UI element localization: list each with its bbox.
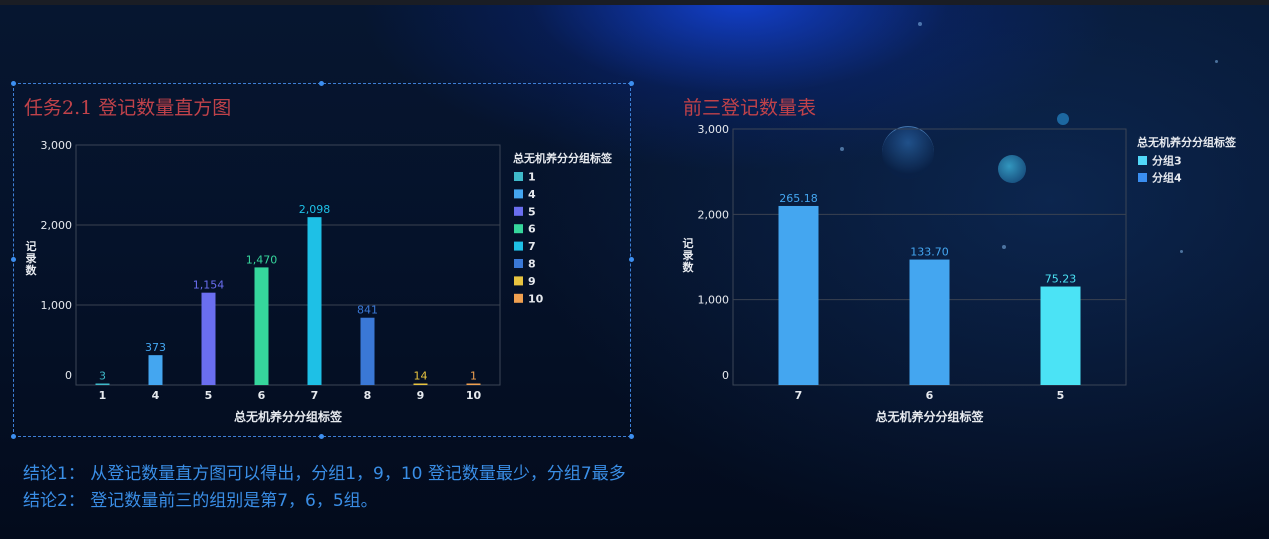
resize-handle[interactable] [629,257,634,262]
data-label-8: 841 [357,304,378,317]
legend-title: 总无机养分分组标签 [1137,135,1237,149]
data-label-7: 2,098 [299,203,331,216]
y-tick-label: 0 [65,369,72,382]
x-tick-label: 6 [258,389,266,402]
y-tick-label: 1,000 [698,294,730,307]
resize-handle[interactable] [629,434,634,439]
resize-handle[interactable] [319,434,324,439]
resize-handle[interactable] [11,434,16,439]
y-tick-label: 3,000 [698,125,730,136]
data-label-5: 75.23 [1045,273,1077,286]
conclusion-1: 结论1： 从登记数量直方图可以得出，分组1，9，10 登记数量最少，分组7最多 [23,464,626,484]
bar-5 [1040,286,1081,385]
y-axis-label-char: 记 [26,240,37,253]
left-chart-title: 任务2.1 登记数量直方图 [24,97,232,119]
resize-handle[interactable] [319,81,324,86]
resize-handle[interactable] [629,81,634,86]
legend-item-10: 10 [528,292,544,305]
bar-8 [360,317,375,385]
data-label-9: 14 [414,370,428,383]
data-label-6: 1,470 [246,253,278,266]
bar-7 [307,217,322,385]
data-label-5: 1,154 [193,279,225,292]
legend-swatch-分组4 [1138,173,1147,182]
planet-decoration [998,155,1026,183]
bar-5 [201,292,216,385]
y-axis-label-char: 数 [26,263,38,277]
star-decoration [1215,60,1218,63]
x-tick-label: 7 [795,389,803,402]
legend-item-8: 8 [528,258,536,271]
conclusion-2: 结论2： 登记数量前三的组别是第7，6，5组。 [23,491,378,511]
legend-item-1: 1 [528,171,536,184]
x-tick-label: 5 [205,389,213,402]
bar-4 [148,355,163,385]
x-axis-label: 总无机养分分组标签 [875,409,984,424]
star-decoration [840,147,844,151]
x-tick-label: 1 [99,389,107,402]
legend-item-5: 5 [528,205,536,218]
x-tick-label: 6 [926,389,934,402]
legend-item-7: 7 [528,240,536,253]
bar-10 [466,383,481,385]
star-decoration [1002,245,1006,249]
data-label-6: 133.70 [910,246,949,259]
y-tick-label: 3,000 [41,140,73,152]
legend-swatch-9 [514,276,523,286]
bar-6 [909,259,950,385]
x-tick-label: 9 [417,389,425,402]
legend-item-分组3: 分组3 [1152,154,1182,168]
legend-swatch-10 [514,293,523,303]
y-axis-label-char: 录 [26,252,37,265]
legend-swatch-5 [514,206,523,216]
star-decoration [918,22,922,26]
data-label-10: 1 [470,370,477,383]
legend-item-6: 6 [528,223,536,236]
legend-swatch-4 [514,189,523,199]
legend-swatch-1 [514,172,523,181]
legend-swatch-分组3 [1138,156,1147,165]
x-tick-label: 5 [1057,389,1065,402]
legend-swatch-7 [514,241,523,251]
y-tick-label: 2,000 [41,219,73,232]
data-label-7: 265.18 [779,192,818,205]
top-three-chart: 0 1,000 2,000 3,000 记录数 265.18 7 133.70 6 75.23 5 总… [683,125,1237,424]
histogram-chart: 0 1,000 2,000 3,000 记录数 3 1 373 4 1,154 5 1,470 6 2,0… [26,140,613,424]
star-decoration [1057,113,1069,125]
legend-item-分组4: 分组4 [1152,171,1182,185]
x-tick-label: 8 [364,389,372,402]
legend-swatch-6 [514,224,523,234]
legend-item-9: 9 [528,275,536,288]
x-tick-label: 10 [466,389,482,402]
y-axis-label-char: 录 [683,249,694,262]
x-tick-label: 7 [311,389,319,402]
bar-6 [254,267,269,385]
data-label-4: 373 [145,341,166,354]
y-axis-label-char: 数 [683,260,695,274]
resize-handle[interactable] [11,257,16,262]
legend-swatch-8 [514,259,523,268]
x-tick-label: 4 [152,389,160,402]
plot-area-frame [75,144,501,386]
resize-handle[interactable] [11,81,16,86]
legend-item-4: 4 [528,188,536,201]
x-axis-label: 总无机养分分组标签 [234,409,343,424]
star-decoration [1180,250,1183,253]
y-tick-label: 0 [722,369,729,382]
top-bar [0,0,1269,5]
legend-title: 总无机养分分组标签 [513,151,613,165]
y-tick-label: 2,000 [698,208,730,221]
bar-9 [413,383,428,385]
y-tick-label: 1,000 [41,299,73,312]
y-axis-label-char: 记 [683,237,694,250]
planet-decoration [882,126,934,179]
bar-1 [95,383,110,385]
right-chart-title: 前三登记数量表 [683,97,817,119]
data-label-1: 3 [99,370,106,383]
bar-7 [778,205,819,385]
